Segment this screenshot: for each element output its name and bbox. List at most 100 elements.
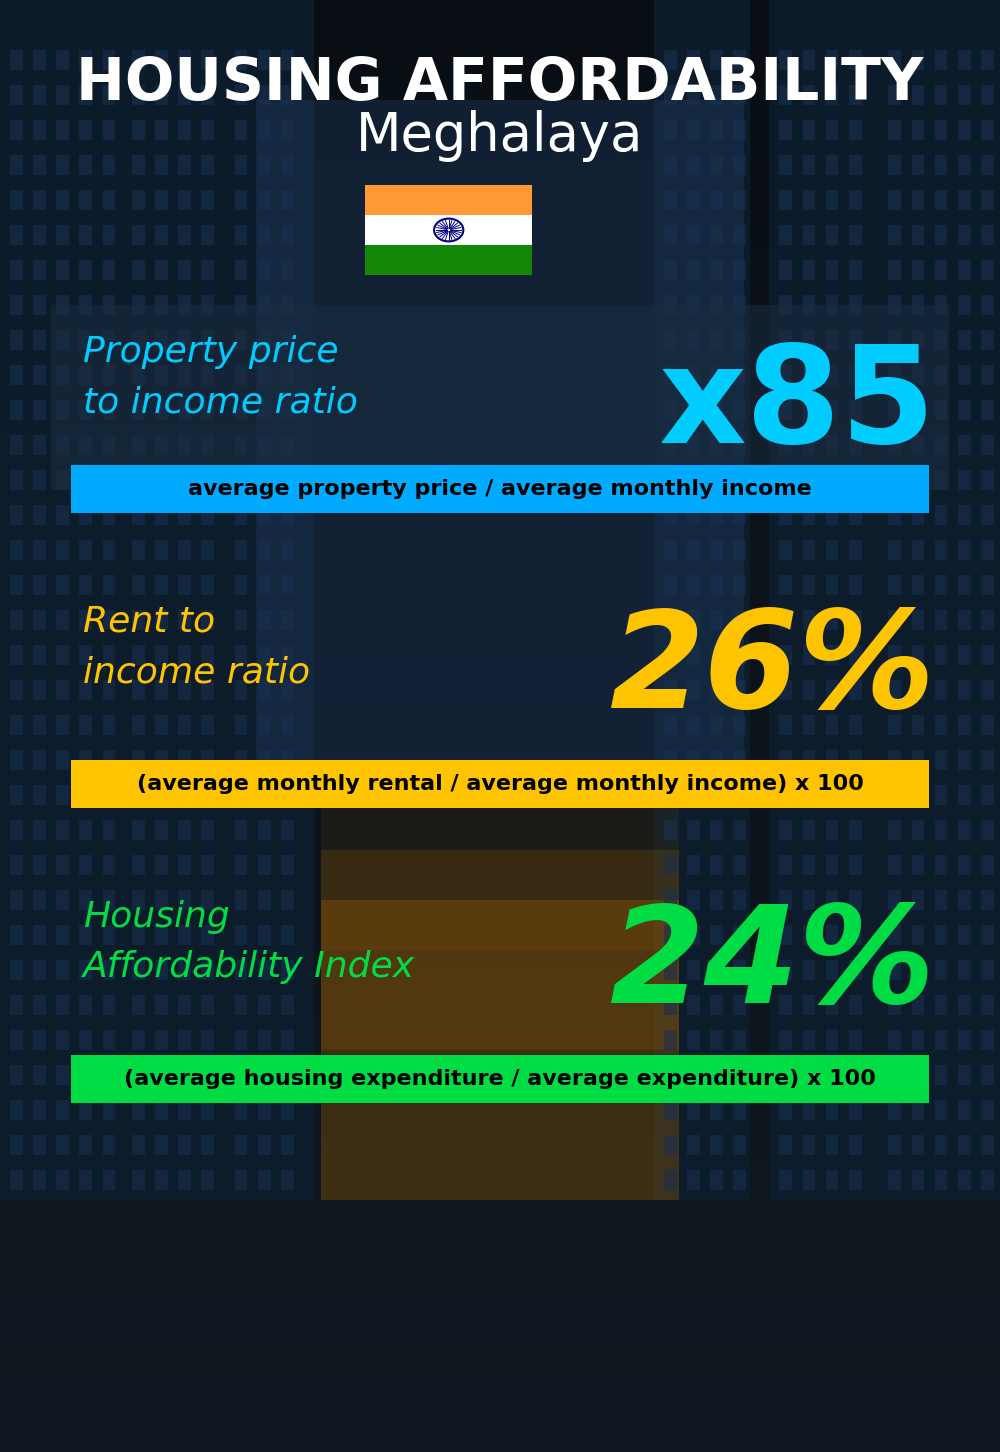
Bar: [779, 155, 792, 176]
Bar: [281, 470, 294, 489]
Bar: [981, 1170, 994, 1191]
Bar: [803, 1029, 815, 1050]
Bar: [733, 190, 746, 211]
Bar: [664, 1170, 677, 1191]
Bar: [687, 540, 700, 560]
Bar: [935, 645, 947, 665]
Bar: [935, 155, 947, 176]
Bar: [321, 849, 679, 1050]
Bar: [912, 121, 924, 139]
Bar: [779, 786, 792, 804]
Bar: [733, 330, 746, 350]
Bar: [56, 820, 69, 841]
Bar: [281, 714, 294, 735]
Bar: [803, 1064, 815, 1085]
Bar: [779, 1064, 792, 1085]
Bar: [981, 470, 994, 489]
Bar: [235, 925, 247, 945]
Bar: [687, 330, 700, 350]
Bar: [258, 645, 271, 665]
Bar: [201, 714, 214, 735]
Bar: [201, 1170, 214, 1191]
Bar: [79, 364, 92, 385]
Bar: [733, 995, 746, 1015]
Bar: [710, 1029, 723, 1050]
Bar: [235, 86, 247, 105]
Bar: [849, 295, 862, 315]
Bar: [826, 786, 838, 804]
Bar: [664, 1135, 677, 1154]
Bar: [981, 1064, 994, 1085]
Bar: [103, 1170, 115, 1191]
Bar: [33, 1029, 46, 1050]
Bar: [826, 925, 838, 945]
Bar: [235, 786, 247, 804]
Bar: [10, 751, 23, 770]
Bar: [79, 49, 92, 70]
Bar: [10, 540, 23, 560]
Bar: [803, 399, 815, 420]
Bar: [132, 1029, 145, 1050]
Bar: [849, 330, 862, 350]
Bar: [79, 680, 92, 700]
Bar: [132, 121, 145, 139]
Bar: [803, 505, 815, 526]
Bar: [826, 960, 838, 980]
Bar: [981, 820, 994, 841]
Bar: [664, 714, 677, 735]
Bar: [849, 1064, 862, 1085]
Bar: [687, 610, 700, 630]
Bar: [79, 260, 92, 280]
Text: (average monthly rental / average monthly income) x 100: (average monthly rental / average monthl…: [137, 774, 863, 794]
Bar: [103, 995, 115, 1015]
Bar: [201, 330, 214, 350]
Bar: [201, 155, 214, 176]
Bar: [803, 1135, 815, 1154]
Bar: [178, 121, 191, 139]
Bar: [56, 890, 69, 910]
Bar: [132, 575, 145, 595]
Bar: [103, 540, 115, 560]
Bar: [178, 1064, 191, 1085]
Bar: [888, 1101, 901, 1119]
Bar: [664, 680, 677, 700]
Bar: [103, 820, 115, 841]
Bar: [56, 610, 69, 630]
Bar: [733, 925, 746, 945]
Bar: [235, 190, 247, 211]
Bar: [654, 0, 750, 1199]
Bar: [888, 751, 901, 770]
Bar: [687, 820, 700, 841]
Bar: [79, 155, 92, 176]
Bar: [103, 786, 115, 804]
Bar: [56, 645, 69, 665]
Bar: [132, 820, 145, 841]
Bar: [79, 540, 92, 560]
Bar: [935, 86, 947, 105]
Bar: [733, 1101, 746, 1119]
Bar: [935, 786, 947, 804]
Bar: [687, 680, 700, 700]
Text: average property price / average monthly income: average property price / average monthly…: [188, 479, 812, 499]
Bar: [178, 330, 191, 350]
Bar: [779, 820, 792, 841]
Bar: [849, 786, 862, 804]
Bar: [235, 610, 247, 630]
Bar: [803, 786, 815, 804]
Bar: [103, 364, 115, 385]
Bar: [981, 364, 994, 385]
Bar: [33, 225, 46, 245]
Bar: [56, 330, 69, 350]
Bar: [33, 995, 46, 1015]
Bar: [935, 1101, 947, 1119]
Text: HOUSING AFFORDABILITY: HOUSING AFFORDABILITY: [76, 55, 924, 112]
Bar: [888, 86, 901, 105]
Bar: [779, 1101, 792, 1119]
Bar: [10, 121, 23, 139]
Bar: [912, 995, 924, 1015]
Bar: [981, 190, 994, 211]
Bar: [56, 121, 69, 139]
Bar: [803, 995, 815, 1015]
Bar: [79, 751, 92, 770]
Bar: [132, 225, 145, 245]
